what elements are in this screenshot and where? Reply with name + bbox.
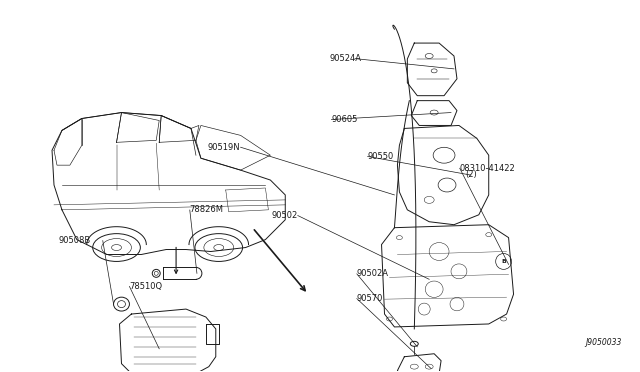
Text: 90502: 90502 bbox=[271, 211, 298, 220]
Text: 90550: 90550 bbox=[367, 152, 394, 161]
Text: 90508B: 90508B bbox=[58, 236, 90, 245]
Text: 90605: 90605 bbox=[332, 115, 358, 124]
Text: 08310-41422: 08310-41422 bbox=[460, 164, 515, 173]
Text: 78510Q: 78510Q bbox=[129, 282, 163, 291]
Text: J9050033: J9050033 bbox=[586, 338, 621, 347]
Text: 90524A: 90524A bbox=[330, 54, 362, 63]
Text: 90519N: 90519N bbox=[208, 143, 241, 152]
Text: B: B bbox=[501, 259, 506, 264]
Text: 90502A: 90502A bbox=[357, 269, 389, 278]
Text: 78826M: 78826M bbox=[190, 205, 224, 215]
Text: 90570: 90570 bbox=[357, 294, 383, 303]
Text: (2): (2) bbox=[465, 170, 477, 179]
